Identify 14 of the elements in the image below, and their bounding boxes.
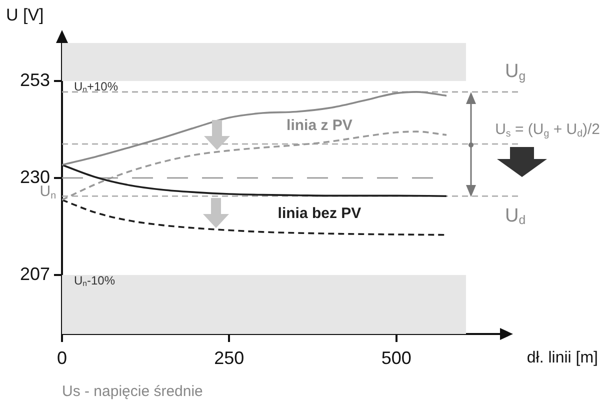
x-tick-label: 0 bbox=[56, 348, 68, 368]
series-label: linia z PV bbox=[286, 117, 352, 134]
line-series bbox=[62, 130, 448, 201]
series-label: linia bez PV bbox=[278, 204, 362, 222]
line-series bbox=[62, 164, 448, 197]
y-axis-title: U [V] bbox=[6, 6, 44, 25]
x-tick-label: 250 bbox=[214, 348, 244, 368]
line-series bbox=[62, 91, 448, 166]
y-tick-label: 207 bbox=[20, 264, 50, 284]
x-tick-label: 500 bbox=[381, 348, 412, 368]
x-axis-title: dł. linii [m] bbox=[526, 349, 598, 366]
text: Us - napięcie średnie bbox=[62, 383, 203, 400]
y-tick-label: 253 bbox=[20, 70, 50, 90]
y-tick-label: 230 bbox=[20, 166, 50, 187]
